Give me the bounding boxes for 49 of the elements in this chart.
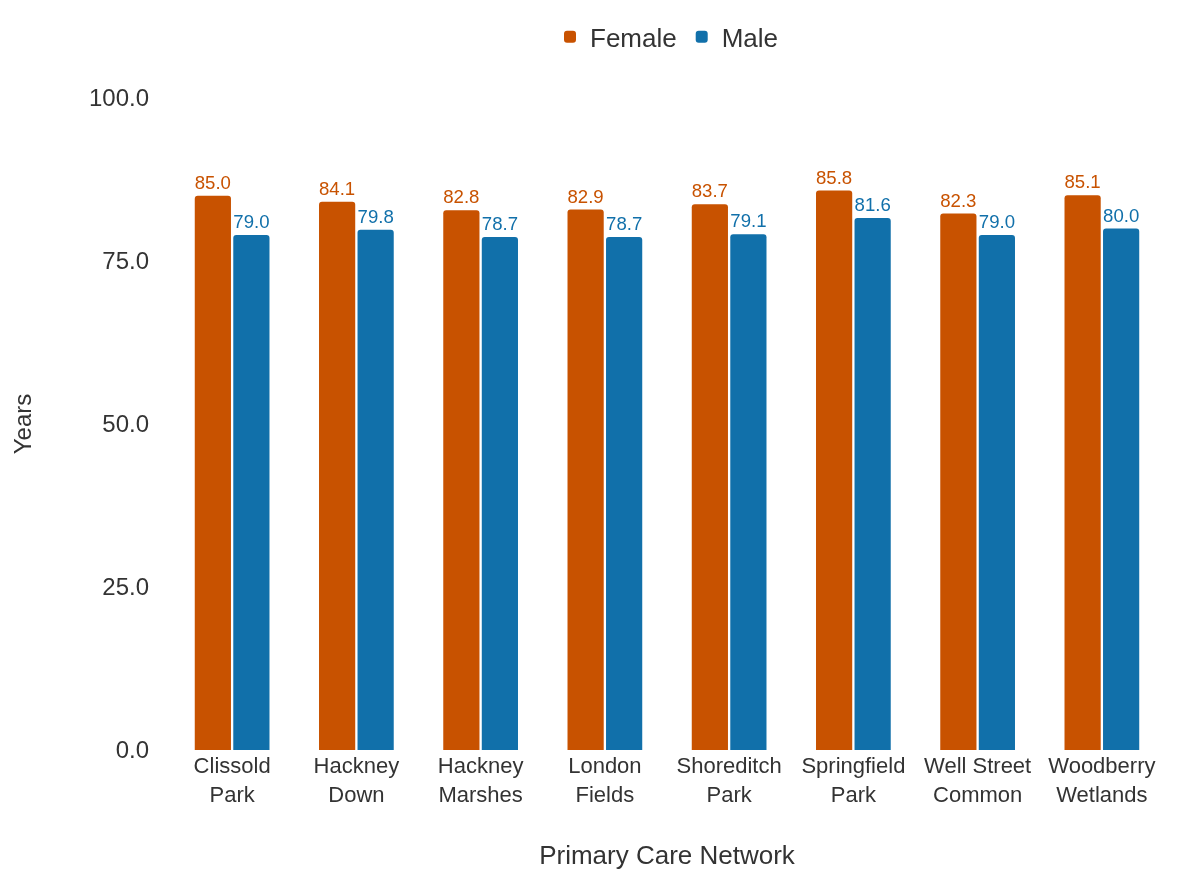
bar [357, 229, 394, 750]
bar [606, 236, 643, 750]
x-tick-label: Clissold Park [193, 753, 271, 807]
x-tick-label: London Fields [568, 753, 642, 807]
data-label: 85.0 [194, 171, 231, 193]
x-tick-label: Hackney Marshes [437, 753, 524, 807]
data-label: 78.7 [606, 213, 643, 234]
bar [730, 234, 767, 750]
data-label: 78.7 [481, 213, 518, 234]
data-label: 80.0 [1103, 204, 1140, 226]
x-tick-label: Shoreditch Park [676, 753, 782, 807]
y-tick-label: 100.0 [88, 84, 149, 112]
data-label: 79.0 [978, 211, 1015, 233]
y-axis-title: Years [9, 393, 37, 455]
bar [691, 204, 728, 750]
legend-label: Female [590, 22, 677, 53]
bar [1103, 228, 1140, 750]
data-label: 81.6 [854, 194, 891, 216]
data-label: 84.1 [319, 177, 356, 199]
x-tick-label: Well Street Common [924, 753, 1032, 807]
bar [233, 234, 270, 750]
bar [1064, 195, 1101, 750]
data-label: 82.9 [567, 185, 604, 207]
x-tick-label: Hackney Down [313, 753, 400, 807]
y-tick-label: 50.0 [102, 410, 149, 438]
data-label: 79.0 [233, 211, 270, 233]
bar [481, 236, 518, 750]
data-label: 83.7 [691, 180, 728, 202]
data-label: 82.3 [940, 189, 977, 211]
data-label: 79.1 [730, 210, 767, 232]
bar [978, 234, 1015, 750]
data-label: 85.8 [816, 166, 853, 188]
y-tick-label: 75.0 [102, 247, 149, 275]
y-tick-label: 25.0 [102, 573, 149, 601]
bar [443, 210, 480, 750]
bar [194, 195, 231, 750]
data-label: 85.1 [1064, 171, 1101, 193]
bar [854, 217, 891, 750]
y-tick-label: 0.0 [115, 736, 149, 764]
data-label: 82.8 [443, 186, 480, 208]
legend-label: Male [721, 22, 779, 53]
data-label: 79.8 [357, 205, 394, 227]
x-tick-label: Springfield Park [801, 753, 906, 807]
x-tick-label: Woodberry Wetlands [1048, 753, 1156, 807]
bar [940, 213, 977, 750]
bar [567, 209, 604, 750]
bar [319, 201, 356, 750]
x-axis-title: Primary Care Network [539, 840, 796, 871]
bar [816, 190, 853, 750]
